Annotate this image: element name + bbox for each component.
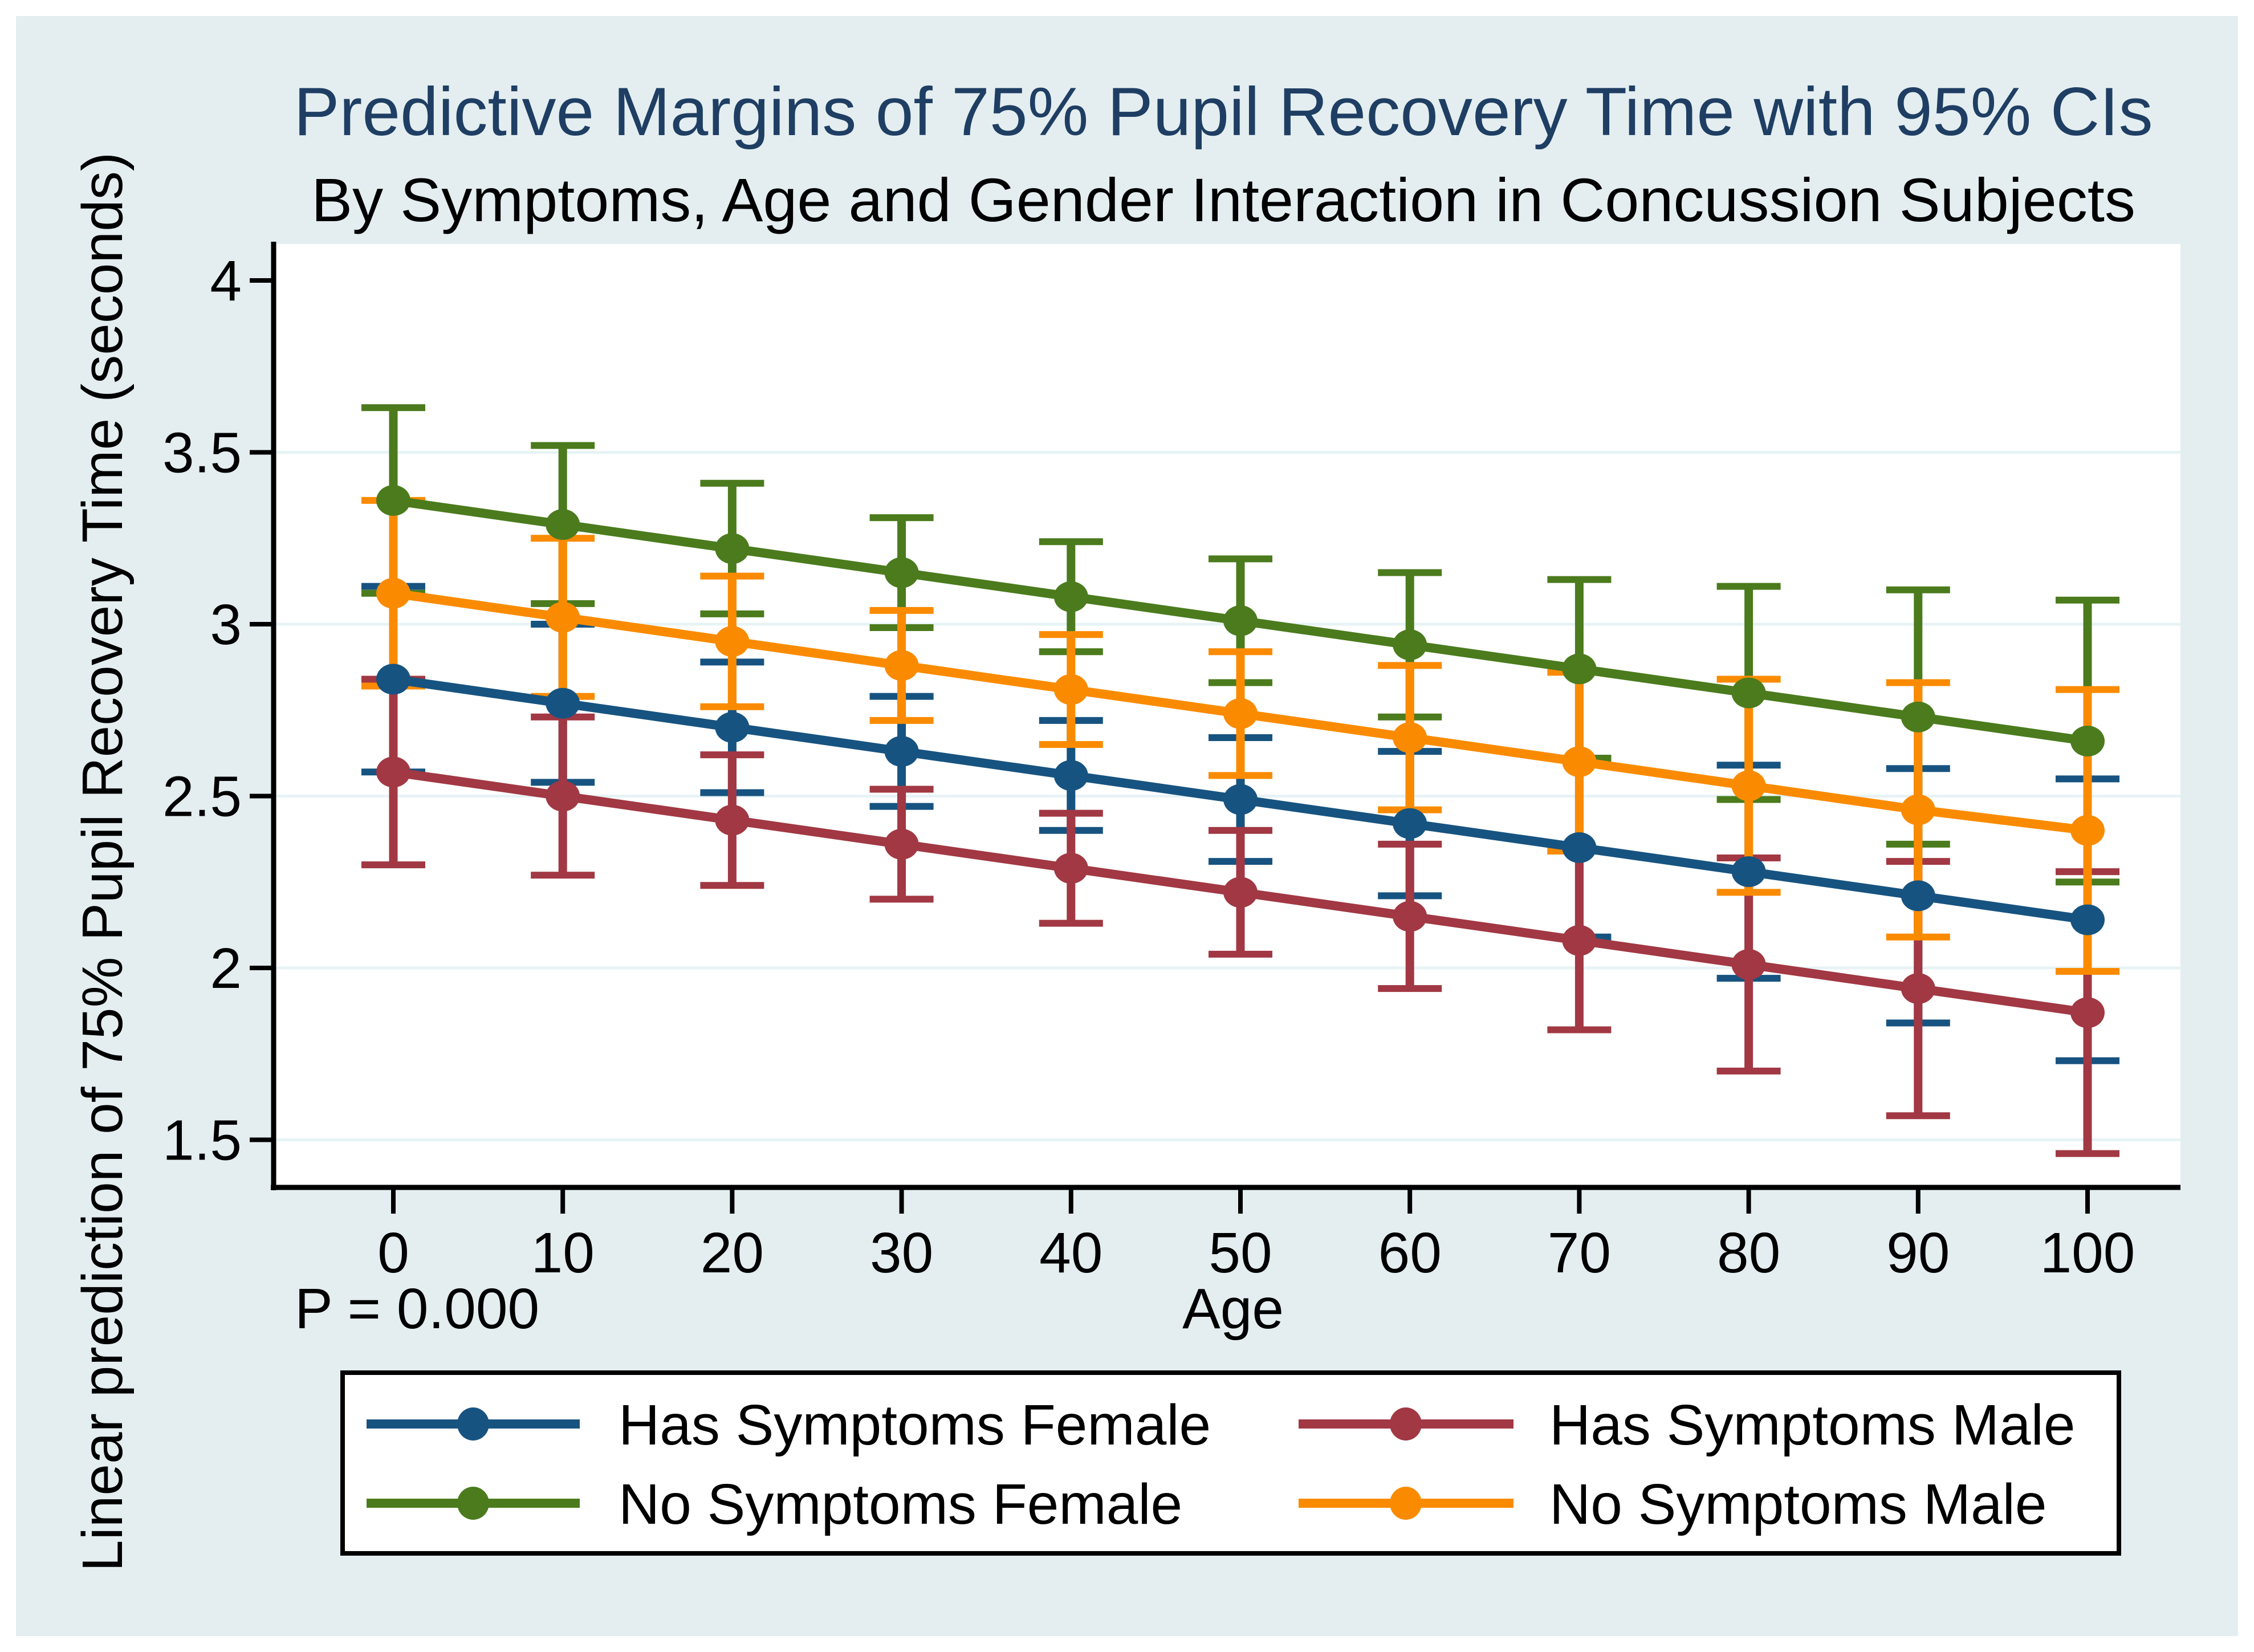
- data-point-has-symptoms-male-age-100: [2070, 997, 2105, 1028]
- legend-entry-no-symptoms-female: No Symptoms Female: [367, 1472, 1182, 1536]
- x-tick-label-30: 30: [870, 1221, 933, 1285]
- data-point-no-symptoms-male-age-30: [884, 650, 919, 681]
- data-point-has-symptoms-female-age-10: [546, 687, 580, 719]
- legend-marker-no-symptoms-male: [1390, 1487, 1422, 1520]
- data-point-no-symptoms-female-age-30: [884, 557, 919, 588]
- data-point-has-symptoms-male-age-0: [376, 756, 410, 788]
- data-point-no-symptoms-male-age-50: [1223, 698, 1258, 729]
- x-tick-label-80: 80: [1717, 1221, 1780, 1285]
- x-tick-label-90: 90: [1886, 1221, 1950, 1285]
- chart-title: Predictive Margins of 75% Pupil Recovery…: [294, 74, 2153, 150]
- data-point-no-symptoms-female-age-50: [1223, 605, 1258, 636]
- legend-entry-no-symptoms-male: No Symptoms Male: [1299, 1472, 2046, 1536]
- x-tick-label-60: 60: [1378, 1221, 1442, 1285]
- data-point-has-symptoms-female-age-100: [2070, 904, 2105, 935]
- data-point-no-symptoms-male-age-100: [2070, 815, 2105, 846]
- data-point-has-symptoms-male-age-70: [1562, 925, 1597, 956]
- data-point-no-symptoms-male-age-60: [1393, 722, 1427, 753]
- data-point-has-symptoms-female-age-40: [1053, 760, 1088, 791]
- data-point-no-symptoms-male-age-40: [1053, 674, 1088, 705]
- data-point-has-symptoms-male-age-20: [715, 804, 750, 836]
- data-point-has-symptoms-female-age-50: [1223, 784, 1258, 815]
- data-point-has-symptoms-male-age-50: [1223, 877, 1258, 908]
- series-lines-and-markers: [376, 485, 2105, 1028]
- legend-entry-has-symptoms-male: Has Symptoms Male: [1299, 1393, 2075, 1457]
- y-tick-label-3: 3: [210, 593, 242, 657]
- x-axis-title: Age: [1182, 1277, 1284, 1341]
- legend-entry-has-symptoms-female: Has Symptoms Female: [367, 1393, 1211, 1457]
- data-point-has-symptoms-female-age-0: [376, 664, 410, 695]
- legend-marker-no-symptoms-female: [457, 1487, 489, 1520]
- data-point-has-symptoms-female-age-30: [884, 736, 919, 767]
- data-point-has-symptoms-female-age-80: [1731, 856, 1766, 888]
- y-tick-label-2: 2: [210, 937, 242, 1000]
- y-tick-label-1.5: 1.5: [162, 1109, 242, 1173]
- legend-marker-has-symptoms-male: [1390, 1407, 1422, 1441]
- data-point-no-symptoms-female-age-10: [546, 509, 580, 540]
- data-point-has-symptoms-female-age-20: [715, 711, 750, 743]
- data-point-has-symptoms-male-age-90: [1901, 973, 1935, 1004]
- data-point-has-symptoms-female-age-60: [1393, 808, 1427, 839]
- x-tick-label-50: 50: [1209, 1221, 1272, 1285]
- axes: 1.522.533.540 10 20 30 40 50 60 70 80 90 100: [162, 242, 2180, 1285]
- y-tick-label-2.5: 2.5: [162, 765, 242, 829]
- data-point-no-symptoms-female-age-70: [1562, 653, 1597, 685]
- x-tick-label-20: 20: [701, 1221, 764, 1285]
- legend-label-has-symptoms-male: Has Symptoms Male: [1549, 1393, 2075, 1457]
- data-point-no-symptoms-male-age-20: [715, 626, 750, 657]
- data-point-no-symptoms-female-age-100: [2070, 726, 2105, 757]
- legend-label-has-symptoms-female: Has Symptoms Female: [619, 1393, 1211, 1457]
- data-point-no-symptoms-female-age-90: [1901, 701, 1935, 733]
- legend-marker-has-symptoms-female: [457, 1407, 489, 1441]
- data-point-has-symptoms-female-age-90: [1901, 880, 1935, 912]
- legend-label-no-symptoms-male: No Symptoms Male: [1549, 1472, 2046, 1536]
- chart-subtitle: By Symptoms, Age and Gender Interaction …: [311, 165, 2135, 234]
- x-tick-label-40: 40: [1039, 1221, 1102, 1285]
- data-point-no-symptoms-male-age-70: [1562, 746, 1597, 778]
- p-value-annotation: P = 0.000: [295, 1277, 539, 1341]
- y-tick-label-3.5: 3.5: [162, 421, 242, 485]
- data-point-no-symptoms-female-age-20: [715, 533, 750, 564]
- x-tick-label-10: 10: [531, 1221, 595, 1285]
- legend: Has Symptoms Female Has Symptoms Male No S…: [340, 1370, 2121, 1556]
- data-point-no-symptoms-male-age-0: [376, 577, 410, 609]
- y-tick-label-4: 4: [210, 249, 242, 313]
- x-tick-label-100: 100: [2040, 1221, 2135, 1285]
- legend-box: [340, 1370, 2121, 1556]
- data-point-has-symptoms-male-age-30: [884, 828, 919, 860]
- data-point-has-symptoms-male-age-80: [1731, 949, 1766, 980]
- data-point-no-symptoms-female-age-0: [376, 485, 410, 516]
- data-point-no-symptoms-male-age-10: [546, 601, 580, 633]
- data-point-has-symptoms-male-age-40: [1053, 853, 1088, 884]
- data-point-has-symptoms-male-age-60: [1393, 901, 1427, 932]
- legend-label-no-symptoms-female: No Symptoms Female: [619, 1472, 1182, 1536]
- y-axis-title: Linear prediction of 75% Pupil Recovery …: [71, 152, 135, 1572]
- data-point-no-symptoms-male-age-90: [1901, 794, 1935, 825]
- data-point-has-symptoms-female-age-70: [1562, 832, 1597, 863]
- x-tick-label-70: 70: [1548, 1221, 1611, 1285]
- data-point-no-symptoms-female-age-60: [1393, 629, 1427, 661]
- data-point-no-symptoms-male-age-80: [1731, 770, 1766, 801]
- data-point-no-symptoms-female-age-40: [1053, 581, 1088, 612]
- x-tick-label-0: 0: [377, 1221, 409, 1285]
- data-point-no-symptoms-female-age-80: [1731, 677, 1766, 709]
- data-point-has-symptoms-male-age-10: [546, 780, 580, 812]
